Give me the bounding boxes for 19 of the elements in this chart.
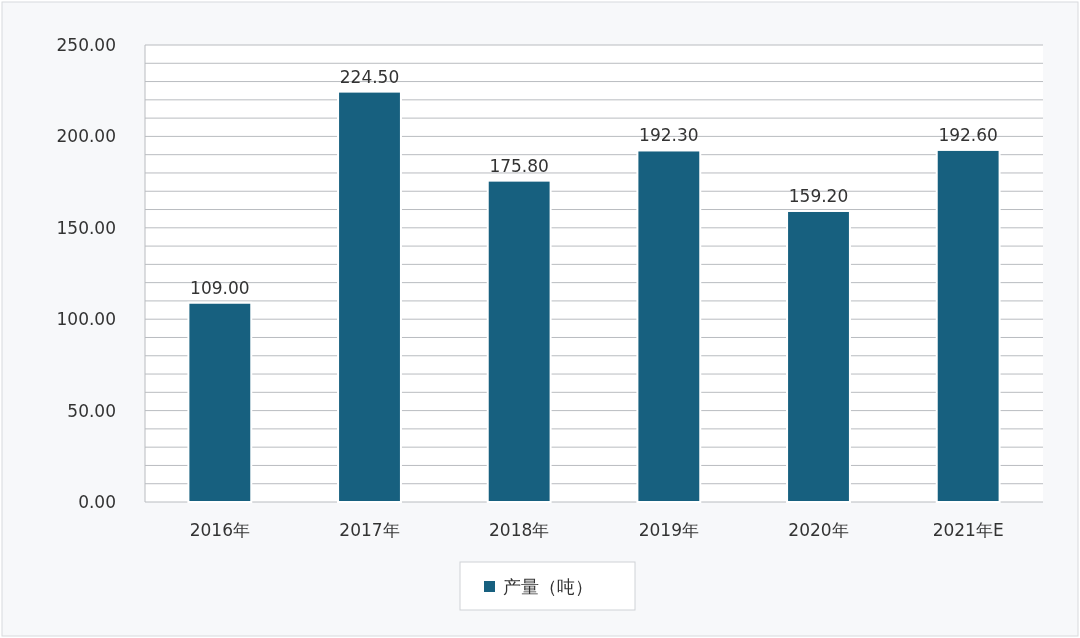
data-label: 159.20 — [788, 185, 849, 206]
x-tick-label: 2017年 — [339, 520, 400, 540]
x-tick-label: 2020年 — [788, 520, 849, 540]
x-tick-label: 2019年 — [638, 520, 699, 540]
data-label: 175.80 — [489, 155, 549, 176]
data-label: 192.30 — [639, 125, 699, 146]
y-tick-label: 200.00 — [56, 126, 116, 147]
x-tick-label: 2021年E — [932, 520, 1004, 540]
y-tick-label: 0.00 — [78, 491, 116, 512]
x-tick-label: 2016年 — [189, 520, 250, 540]
legend-label: 产量（吨） — [503, 576, 593, 598]
y-tick-label: 150.00 — [56, 217, 116, 238]
data-label: 192.60 — [938, 124, 998, 145]
data-label: 109.00 — [190, 277, 250, 298]
x-tick-label: 2018年 — [489, 520, 550, 540]
y-tick-label: 250.00 — [56, 34, 116, 55]
y-tick-label: 100.00 — [56, 309, 116, 330]
data-label: 224.50 — [339, 66, 400, 87]
y-tick-label: 50.00 — [67, 400, 116, 421]
